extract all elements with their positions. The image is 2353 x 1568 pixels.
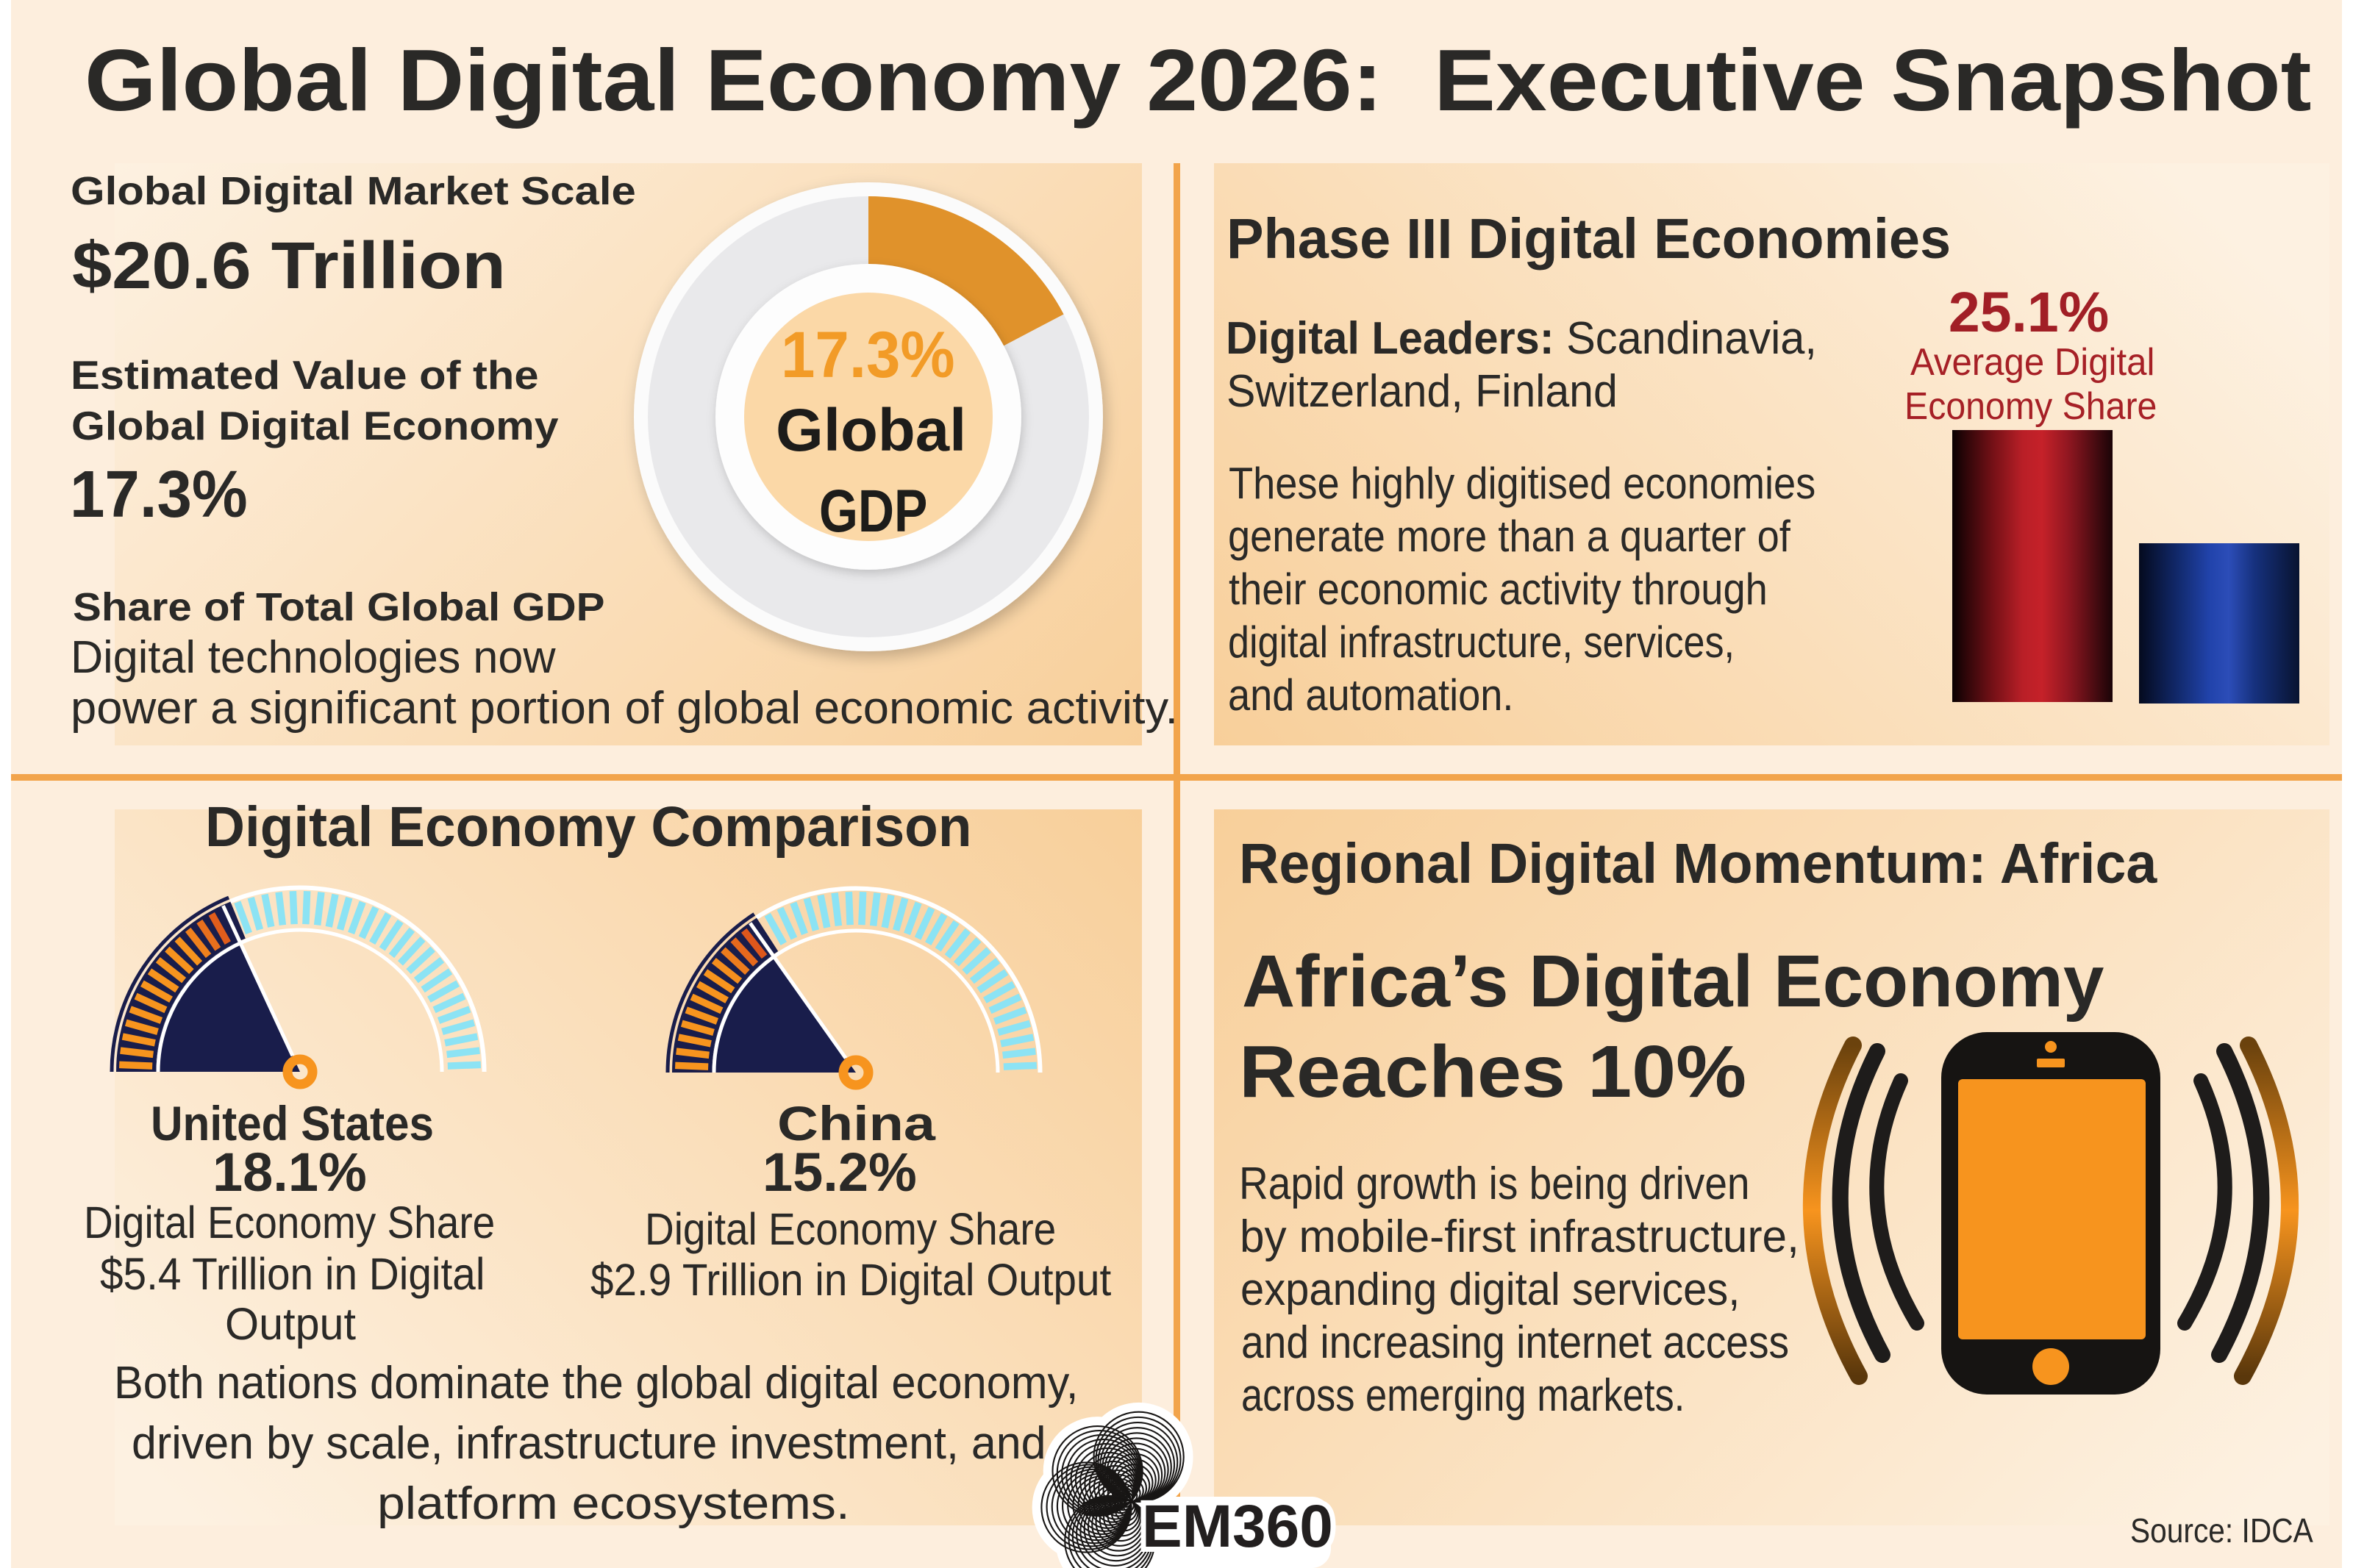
svg-text:EM360: EM360 bbox=[1142, 1493, 1333, 1560]
